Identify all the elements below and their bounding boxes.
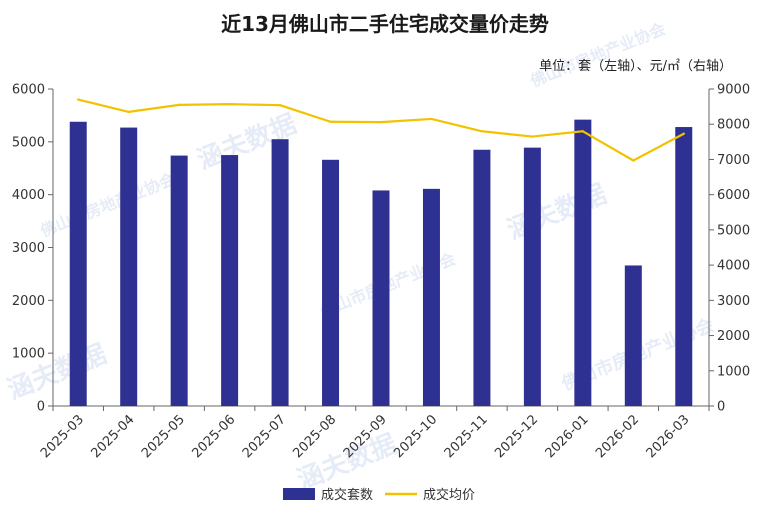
bar [322,159,340,406]
legend-bar-label: 成交套数 [321,487,373,503]
right-tick-label: 2000 [717,329,750,344]
bar [624,265,642,406]
line-point [531,135,534,138]
right-tick-label: 9000 [717,83,750,98]
bar [372,190,390,406]
right-tick-label: 6000 [717,188,750,203]
legend-line-label: 成交均价 [423,487,475,503]
bar [523,147,541,406]
line-point [581,130,585,133]
bar [675,127,693,406]
watermark-text: 涵夫数据 [503,179,611,246]
x-tick-label: 2025-12 [492,412,541,461]
line-point [77,98,80,101]
line-series [77,98,685,162]
line-point [228,102,231,106]
line-point [632,159,635,162]
bar [221,155,239,406]
left-tick-label: 3000 [12,241,45,256]
right-tick-label: 5000 [717,223,750,238]
line-point [329,120,332,123]
line-point [177,103,181,107]
right-tick-label: 1000 [717,364,750,379]
right-tick-label: 4000 [717,259,750,274]
left-tick-label: 6000 [12,83,45,98]
line-point [127,110,130,114]
x-tick-label: 2026-02 [593,412,642,461]
x-tick-label: 2025-03 [38,412,87,461]
bar [170,155,188,406]
bar [69,121,87,407]
bar [271,139,289,407]
legend-bar-swatch [283,488,315,500]
x-tick-label: 2025-07 [240,412,289,461]
bar [120,127,138,407]
watermark-text: 佛山市房地产业协会 [37,169,179,241]
right-tick-label: 0 [717,400,725,415]
x-tick-label: 2025-04 [88,412,137,461]
legend: 成交套数 成交均价 [283,487,475,503]
left-tick-label: 4000 [12,188,45,203]
x-tick-label: 2025-06 [189,412,238,461]
line-point [682,132,685,135]
left-tick-label: 2000 [12,294,45,309]
bar-series [69,119,693,407]
x-tick-label: 2025-11 [442,412,491,461]
left-tick-label: 1000 [12,347,45,362]
x-tick-label: 2025-10 [391,412,440,461]
x-tick-label: 2025-05 [139,412,188,461]
unit-note: 单位：套（左轴）、元/㎡（右轴） [539,58,732,74]
left-tick-label: 0 [37,400,45,415]
chart-title: 近13月佛山市二手住宅成交量价走势 [221,12,549,36]
x-tick-label: 2026-03 [644,412,693,461]
price-line [77,98,685,162]
right-tick-label: 7000 [717,153,750,168]
watermark-layer: 涵夫数据涵夫数据涵夫数据涵夫数据佛山市房地产业协会佛山市房地产业协会佛山市房地产… [3,19,717,496]
line-point [379,120,383,124]
bar [422,188,440,406]
line-point [480,130,484,133]
right-tick-label: 8000 [717,118,750,133]
left-tick-label: 5000 [12,135,45,150]
x-tick-label: 2026-01 [543,412,592,461]
bar [574,119,592,406]
line-point [430,117,433,121]
bar [473,149,491,406]
line-point [278,104,282,107]
right-tick-label: 3000 [717,294,750,309]
